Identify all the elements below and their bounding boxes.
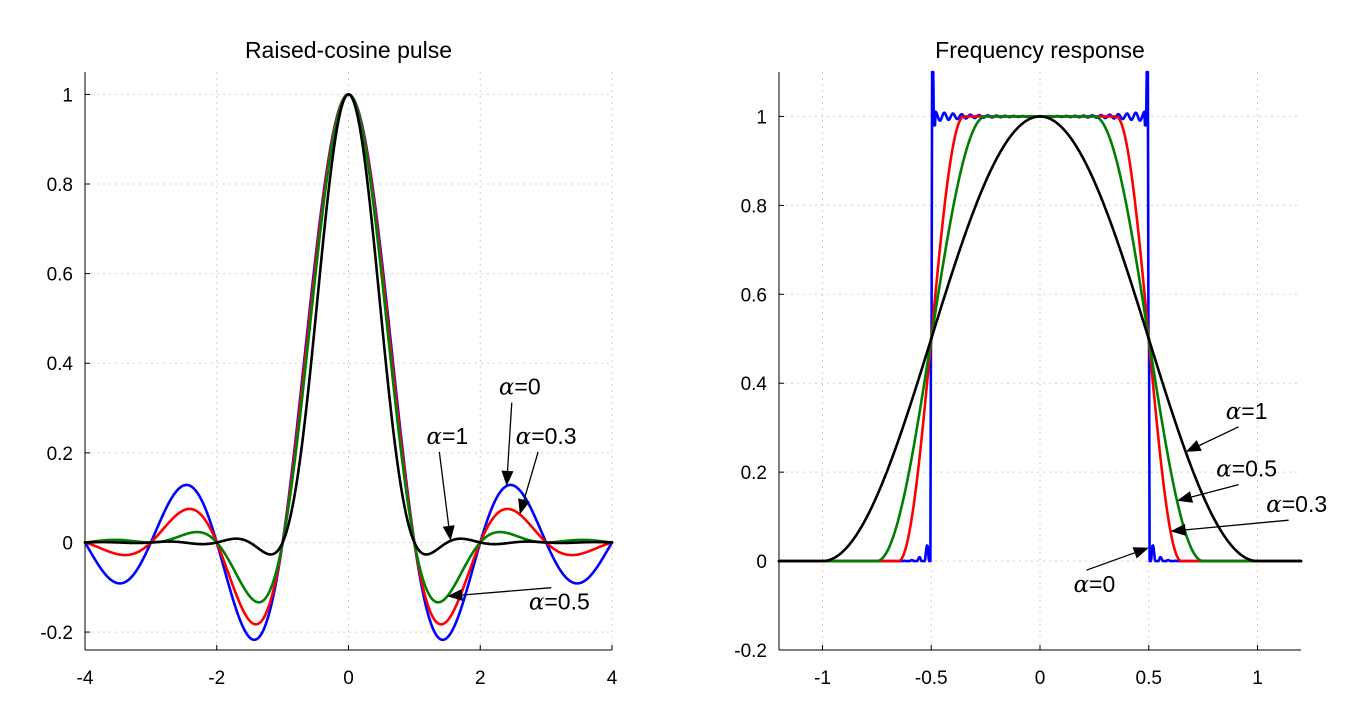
arrowhead — [1170, 523, 1186, 536]
y-tick-label: 0.8 — [741, 196, 767, 217]
annotation-arrow — [1086, 552, 1135, 571]
annotation-arrow — [462, 587, 552, 596]
arrowhead — [447, 589, 463, 601]
pulse-panel: -4 -2 0 2 4 -0.2 0 0.2 0.4 0.6 0.8 1 Raised-cosine p… — [40, 37, 617, 689]
annotation-label: α=0.3 — [516, 423, 577, 450]
annotation-label: α=0.5 — [529, 589, 590, 616]
annotation-label: α=0 — [1073, 571, 1115, 598]
annotation-label: α=0.3 — [1266, 491, 1327, 518]
series-line-α=0.3 — [777, 115, 1303, 563]
arrowhead — [1185, 440, 1202, 452]
arrowhead — [1177, 491, 1194, 503]
y-tick-label: 0.2 — [47, 444, 73, 465]
y-tick-label: 0.6 — [741, 285, 767, 306]
chart-title: Frequency response — [935, 37, 1145, 63]
series-line-α=1 — [83, 93, 614, 556]
x-tick-label: -4 — [77, 668, 94, 689]
y-tick-label: 0.4 — [741, 374, 768, 395]
x-tick-label: -0.5 — [915, 668, 948, 689]
y-tick-label: 0 — [62, 533, 73, 554]
chart-title: Raised-cosine pulse — [245, 37, 452, 63]
y-tick-label: 0 — [756, 552, 767, 573]
series-line-α=0.3 — [83, 93, 614, 626]
x-tick-label: 1 — [1252, 668, 1263, 689]
annotation-label: α=1 — [1226, 398, 1268, 425]
annotation-label: α=0.5 — [1216, 456, 1277, 483]
y-tick-label: 0.2 — [741, 463, 767, 484]
arrowhead — [1132, 547, 1149, 559]
y-tick-label: 1 — [62, 85, 73, 106]
y-tick-label: -0.2 — [40, 623, 73, 644]
y-tick-label: 1 — [756, 107, 767, 128]
x-tick-label: -2 — [208, 668, 225, 689]
series-line-α=1 — [777, 115, 1303, 563]
annotation-arrow — [1185, 519, 1289, 531]
annotation-arrow — [1191, 483, 1239, 498]
x-tick-label: 4 — [607, 668, 618, 689]
x-tick-label: 2 — [475, 668, 486, 689]
y-tick-label: -0.2 — [734, 641, 767, 662]
annotation-label: α=1 — [426, 423, 468, 450]
x-tick-label: 0 — [343, 668, 354, 689]
annotation-arrow — [438, 451, 450, 527]
annotation-arrow — [506, 402, 513, 472]
x-tick-label: 0 — [1035, 668, 1046, 689]
arrowhead — [518, 498, 530, 515]
arrowhead — [501, 470, 514, 486]
y-tick-label: 0.4 — [47, 354, 74, 375]
arrowhead — [442, 525, 455, 541]
frequency-panel: -1 -0.5 0 0.5 1 -0.2 0 0.2 0.4 0.6 0.8 1 Frequency r… — [734, 37, 1327, 689]
series-line-α=0.5 — [777, 115, 1303, 563]
annotation-label: α=0 — [499, 374, 541, 401]
y-tick-label: 0.8 — [47, 175, 73, 196]
x-tick-label: -1 — [814, 668, 831, 689]
annotation-arrow — [1198, 426, 1239, 447]
x-tick-label: 0.5 — [1136, 668, 1162, 689]
y-tick-label: 0.6 — [47, 265, 73, 286]
annotation-arrow — [523, 451, 539, 501]
